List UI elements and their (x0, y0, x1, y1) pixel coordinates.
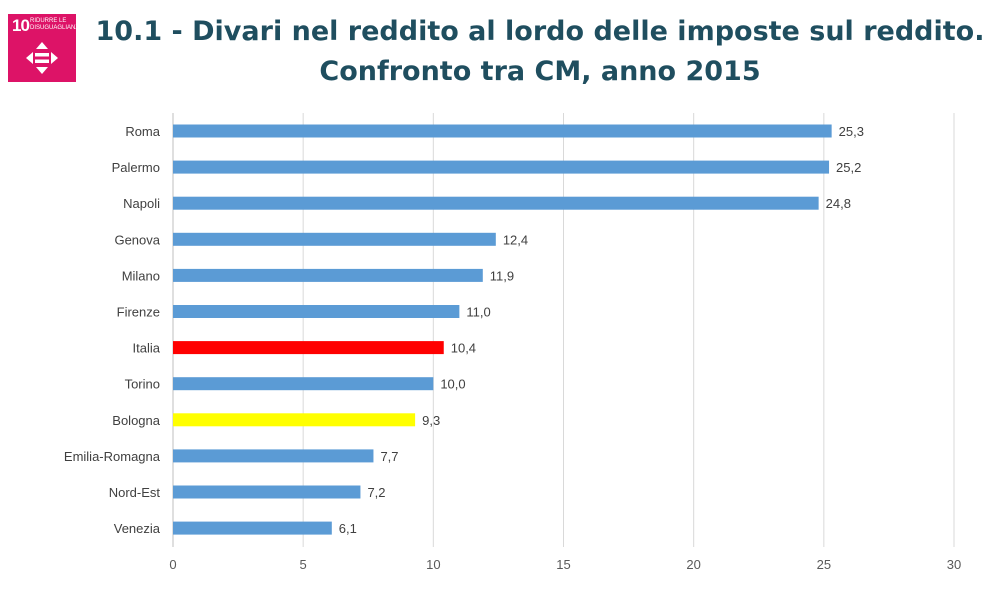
x-tick-label: 30 (947, 557, 961, 572)
title-line-2: Confronto tra CM, anno 2015 (319, 56, 761, 87)
bar (173, 377, 434, 391)
data-label: 12,4 (503, 232, 528, 247)
bar (173, 160, 830, 174)
sdg-badge: 10 RIDURRE LE DISUGUAGLIANZE (8, 14, 84, 82)
data-label: 10,4 (451, 341, 476, 356)
data-label: 6,1 (339, 521, 357, 536)
x-tick-label: 0 (169, 557, 176, 572)
category-label: Roma (125, 124, 160, 139)
data-label: 7,7 (380, 449, 398, 464)
sdg-label: RIDURRE LE DISUGUAGLIANZE (30, 18, 84, 31)
data-label: 10,0 (440, 377, 465, 392)
category-label: Firenze (117, 305, 160, 320)
data-label: 11,9 (490, 268, 514, 283)
sdg-number: 10 (12, 16, 30, 35)
equality-icon (26, 42, 58, 74)
category-label: Bologna (112, 413, 160, 428)
category-label: Milano (122, 268, 160, 283)
bar (173, 413, 416, 427)
x-tick-label: 5 (300, 557, 307, 572)
bar (173, 196, 819, 210)
bar (173, 521, 332, 535)
data-label: 11,0 (466, 305, 490, 320)
data-label: 25,3 (839, 124, 864, 139)
bar (173, 485, 361, 499)
category-label: Torino (125, 377, 160, 392)
x-tick-label: 25 (817, 557, 831, 572)
bar (173, 268, 483, 282)
bar (173, 305, 460, 318)
x-tick-label: 15 (556, 557, 570, 572)
category-label: Nord-Est (109, 485, 161, 500)
bar (173, 124, 832, 138)
data-label: 25,2 (836, 160, 861, 175)
x-tick-label: 20 (686, 557, 700, 572)
category-label: Italia (133, 341, 161, 356)
page-title: 10.1 - Divari nel reddito al lordo delle… (80, 12, 1000, 92)
bar (173, 232, 496, 246)
x-tick-label: 10 (426, 557, 440, 572)
category-label: Napoli (123, 196, 160, 211)
title-line-1: 10.1 - Divari nel reddito al lordo delle… (95, 16, 985, 47)
bar (173, 341, 444, 355)
data-label: 24,8 (826, 196, 851, 211)
data-label: 7,2 (367, 485, 385, 500)
category-label: Palermo (112, 160, 160, 175)
data-label: 9,3 (422, 413, 440, 428)
category-label: Emilia-Romagna (64, 449, 161, 464)
bar (173, 449, 374, 463)
category-label: Genova (114, 232, 160, 247)
category-label: Venezia (114, 521, 161, 536)
